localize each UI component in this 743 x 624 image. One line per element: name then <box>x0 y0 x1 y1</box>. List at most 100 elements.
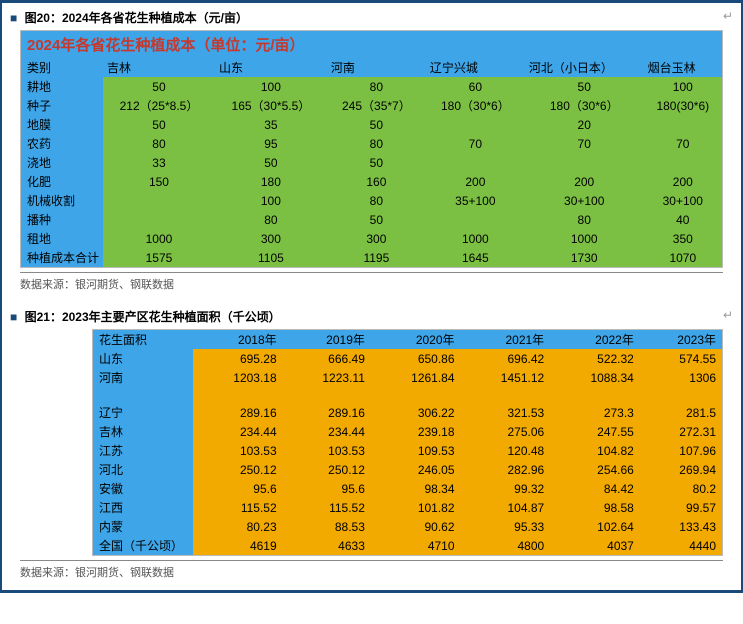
cell: 4037 <box>550 536 640 555</box>
cell: 103.53 <box>283 441 371 460</box>
cell: 80 <box>327 191 426 210</box>
cell: 239.18 <box>371 422 461 441</box>
cell: 80 <box>327 134 426 153</box>
fig21-col: 2020年 <box>371 330 461 349</box>
cell: 104.82 <box>550 441 640 460</box>
cell: 180(30*6) <box>644 96 722 115</box>
cell: 35 <box>215 115 327 134</box>
cell: 234.44 <box>193 422 283 441</box>
cell <box>640 387 722 403</box>
row-label: 安徽 <box>93 479 193 498</box>
cell: 50 <box>103 115 215 134</box>
cell <box>426 210 525 229</box>
table-row: 江苏103.53103.53109.53120.48104.82107.96 <box>93 441 722 460</box>
cell: 650.86 <box>371 349 461 368</box>
fig20-col: 山东 <box>215 58 327 77</box>
table-row: 河北250.12250.12246.05282.96254.66269.94 <box>93 460 722 479</box>
cell: 4440 <box>640 536 722 555</box>
cell <box>644 153 722 172</box>
cell: 80 <box>103 134 215 153</box>
fig21-col: 2021年 <box>461 330 551 349</box>
cell: 30+100 <box>644 191 722 210</box>
table-row: 内蒙80.2388.5390.6295.33102.64133.43 <box>93 517 722 536</box>
cell: 104.87 <box>461 498 551 517</box>
cell: 4800 <box>461 536 551 555</box>
cell: 165（30*5.5） <box>215 96 327 115</box>
cell: 180（30*6） <box>426 96 525 115</box>
table-row: 化肥150180160200200200 <box>21 172 722 191</box>
cell: 200 <box>525 172 644 191</box>
cell: 1730 <box>525 248 644 267</box>
table-row <box>93 387 722 403</box>
table-row: 河南1203.181223.111261.841451.121088.34130… <box>93 368 722 387</box>
row-label: 租地 <box>21 229 103 248</box>
fig21-box: 花生面积 2018年 2019年 2020年 2021年 2022年 2023年… <box>92 329 723 556</box>
cell: 1306 <box>640 368 722 387</box>
fig20-title: 2024年各省花生种植成本（单位：元/亩） <box>21 31 722 58</box>
cell: 522.32 <box>550 349 640 368</box>
row-label: 种植成本合计 <box>21 248 103 267</box>
cell: 350 <box>644 229 722 248</box>
cell: 50 <box>327 210 426 229</box>
cell: 84.42 <box>550 479 640 498</box>
cell: 250.12 <box>283 460 371 479</box>
cell: 95.6 <box>283 479 371 498</box>
table-row: 种子212（25*8.5）165（30*5.5）245（35*7）180（30*… <box>21 96 722 115</box>
cell: 50 <box>327 115 426 134</box>
cell: 1000 <box>426 229 525 248</box>
document-frame: ■ 图20：2024年各省花生种植成本（元/亩） ↵ 2024年各省花生种植成本… <box>0 0 743 593</box>
cell: 40 <box>644 210 722 229</box>
cell: 272.31 <box>640 422 722 441</box>
cell: 696.42 <box>461 349 551 368</box>
fig20-header-row: 类别 吉林 山东 河南 辽宁兴城 河北（小日本） 烟台玉林 <box>21 58 722 77</box>
cell: 1088.34 <box>550 368 640 387</box>
cell <box>283 387 371 403</box>
table-row: 耕地50100806050100 <box>21 77 722 96</box>
cell: 289.16 <box>193 403 283 422</box>
cell: 212（25*8.5） <box>103 96 215 115</box>
cell: 80 <box>525 210 644 229</box>
fig21-col: 2019年 <box>283 330 371 349</box>
cell <box>644 115 722 134</box>
fig21-col: 2022年 <box>550 330 640 349</box>
cell: 109.53 <box>371 441 461 460</box>
cell: 101.82 <box>371 498 461 517</box>
cell <box>103 191 215 210</box>
cell: 1645 <box>426 248 525 267</box>
table-row: 播种80508040 <box>21 210 722 229</box>
cell: 99.32 <box>461 479 551 498</box>
fig20-caption: ■ 图20：2024年各省花生种植成本（元/亩） ↵ <box>2 3 741 30</box>
cell: 80.2 <box>640 479 722 498</box>
row-label: 耕地 <box>21 77 103 96</box>
cell: 300 <box>327 229 426 248</box>
table-row: 江西115.52115.52101.82104.8798.5899.57 <box>93 498 722 517</box>
fig21-table: 花生面积 2018年 2019年 2020年 2021年 2022年 2023年… <box>93 330 722 555</box>
cell: 95.33 <box>461 517 551 536</box>
cell: 289.16 <box>283 403 371 422</box>
cell <box>426 115 525 134</box>
table-row: 机械收割1008035+10030+10030+100 <box>21 191 722 210</box>
fig21-source: 数据来源：银河期货、钢联数据 <box>20 560 723 580</box>
cell: 50 <box>525 77 644 96</box>
row-label: 江苏 <box>93 441 193 460</box>
cell: 1575 <box>103 248 215 267</box>
cell: 150 <box>103 172 215 191</box>
cell: 1105 <box>215 248 327 267</box>
table-row: 吉林234.44234.44239.18275.06247.55272.31 <box>93 422 722 441</box>
cell: 200 <box>426 172 525 191</box>
cell: 80 <box>215 210 327 229</box>
cell: 98.34 <box>371 479 461 498</box>
cell: 1195 <box>327 248 426 267</box>
cell: 115.52 <box>283 498 371 517</box>
cell: 100 <box>215 191 327 210</box>
row-label: 河北 <box>93 460 193 479</box>
cell: 80.23 <box>193 517 283 536</box>
cell: 160 <box>327 172 426 191</box>
row-label: 吉林 <box>93 422 193 441</box>
cell: 103.53 <box>193 441 283 460</box>
cell: 50 <box>215 153 327 172</box>
cell: 200 <box>644 172 722 191</box>
table-row: 农药809580707070 <box>21 134 722 153</box>
row-label: 辽宁 <box>93 403 193 422</box>
cell: 70 <box>644 134 722 153</box>
